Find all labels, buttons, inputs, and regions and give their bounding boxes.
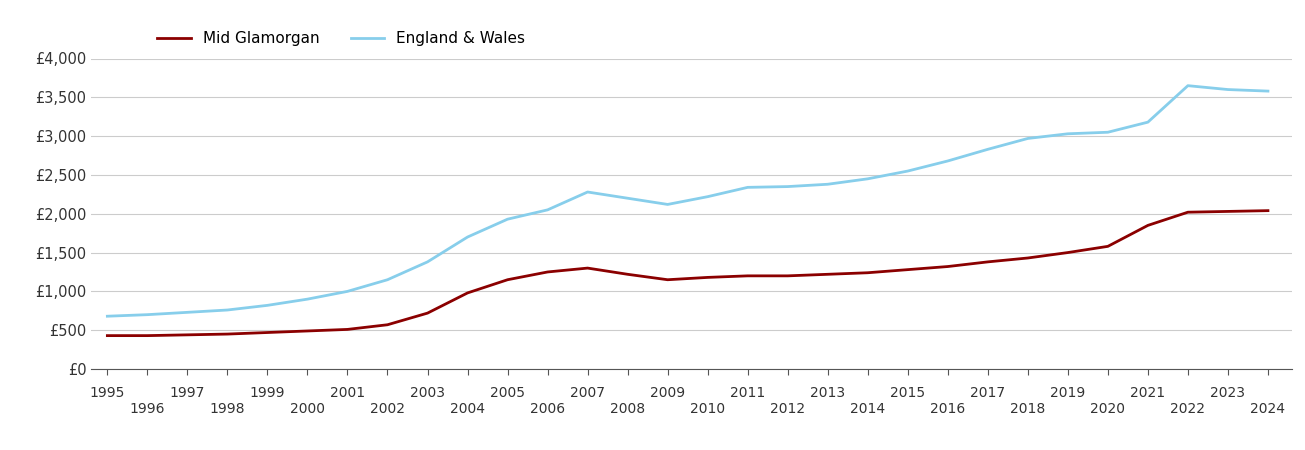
Text: 2024: 2024: [1250, 402, 1285, 416]
Text: 2010: 2010: [690, 402, 726, 416]
Mid Glamorgan: [339, 327, 355, 332]
Mid Glamorgan: [940, 264, 955, 269]
Text: 2020: 2020: [1091, 402, 1125, 416]
Text: 1996: 1996: [129, 402, 166, 416]
Mid Glamorgan: [500, 277, 515, 283]
Mid Glamorgan: [219, 331, 235, 337]
Mid Glamorgan: [1220, 209, 1236, 214]
Text: 1995: 1995: [90, 386, 125, 400]
Mid Glamorgan: [1261, 208, 1276, 213]
Text: 2022: 2022: [1171, 402, 1206, 416]
England & Wales: [420, 259, 436, 265]
Mid Glamorgan: [740, 273, 756, 279]
England & Wales: [1100, 130, 1116, 135]
Text: 2023: 2023: [1211, 386, 1245, 400]
England & Wales: [1180, 83, 1195, 88]
England & Wales: [1060, 131, 1075, 136]
Mid Glamorgan: [180, 332, 196, 338]
Text: 2002: 2002: [371, 402, 405, 416]
Text: 2008: 2008: [609, 402, 645, 416]
England & Wales: [459, 234, 475, 240]
Line: England & Wales: England & Wales: [107, 86, 1268, 316]
England & Wales: [500, 216, 515, 222]
Legend: Mid Glamorgan, England & Wales: Mid Glamorgan, England & Wales: [151, 25, 531, 52]
Mid Glamorgan: [140, 333, 155, 338]
Text: 2011: 2011: [729, 386, 765, 400]
Text: 2006: 2006: [530, 402, 565, 416]
Text: 2019: 2019: [1051, 386, 1086, 400]
England & Wales: [1261, 88, 1276, 94]
Mid Glamorgan: [1021, 255, 1036, 261]
England & Wales: [260, 303, 275, 308]
England & Wales: [1141, 119, 1156, 125]
Text: 2000: 2000: [290, 402, 325, 416]
Text: 2017: 2017: [970, 386, 1005, 400]
Text: 2012: 2012: [770, 402, 805, 416]
Mid Glamorgan: [900, 267, 916, 272]
Text: 2005: 2005: [491, 386, 525, 400]
England & Wales: [1220, 87, 1236, 92]
Text: 2004: 2004: [450, 402, 485, 416]
Text: 1999: 1999: [249, 386, 286, 400]
Mid Glamorgan: [620, 272, 636, 277]
Mid Glamorgan: [1180, 210, 1195, 215]
England & Wales: [140, 312, 155, 317]
Mid Glamorgan: [380, 322, 395, 328]
Text: 2007: 2007: [570, 386, 606, 400]
Text: 2001: 2001: [330, 386, 365, 400]
England & Wales: [99, 314, 115, 319]
England & Wales: [820, 181, 835, 187]
England & Wales: [540, 207, 556, 212]
Text: 2013: 2013: [810, 386, 846, 400]
England & Wales: [380, 277, 395, 283]
Text: 1997: 1997: [170, 386, 205, 400]
England & Wales: [900, 168, 916, 174]
England & Wales: [300, 297, 316, 302]
England & Wales: [620, 195, 636, 201]
Text: 2015: 2015: [890, 386, 925, 400]
Text: 2014: 2014: [850, 402, 885, 416]
Mid Glamorgan: [1141, 223, 1156, 228]
Text: 2009: 2009: [650, 386, 685, 400]
England & Wales: [699, 194, 715, 199]
Mid Glamorgan: [99, 333, 115, 338]
Text: 2018: 2018: [1010, 402, 1045, 416]
Mid Glamorgan: [1060, 250, 1075, 255]
Mid Glamorgan: [660, 277, 676, 283]
England & Wales: [1021, 136, 1036, 141]
England & Wales: [740, 184, 756, 190]
Mid Glamorgan: [820, 272, 835, 277]
Mid Glamorgan: [780, 273, 796, 279]
England & Wales: [980, 147, 996, 152]
England & Wales: [780, 184, 796, 189]
Mid Glamorgan: [980, 259, 996, 265]
Text: 1998: 1998: [210, 402, 245, 416]
Mid Glamorgan: [420, 310, 436, 316]
Mid Glamorgan: [459, 290, 475, 296]
Mid Glamorgan: [1100, 243, 1116, 249]
England & Wales: [180, 310, 196, 315]
Mid Glamorgan: [540, 269, 556, 274]
Text: 2021: 2021: [1130, 386, 1165, 400]
Line: Mid Glamorgan: Mid Glamorgan: [107, 211, 1268, 336]
England & Wales: [940, 158, 955, 164]
England & Wales: [219, 307, 235, 313]
England & Wales: [579, 189, 595, 195]
Mid Glamorgan: [260, 330, 275, 335]
Text: 2016: 2016: [930, 402, 966, 416]
Mid Glamorgan: [860, 270, 876, 275]
England & Wales: [660, 202, 676, 207]
Text: 2003: 2003: [410, 386, 445, 400]
England & Wales: [860, 176, 876, 181]
Mid Glamorgan: [699, 274, 715, 280]
Mid Glamorgan: [300, 328, 316, 333]
England & Wales: [339, 289, 355, 294]
Mid Glamorgan: [579, 266, 595, 271]
